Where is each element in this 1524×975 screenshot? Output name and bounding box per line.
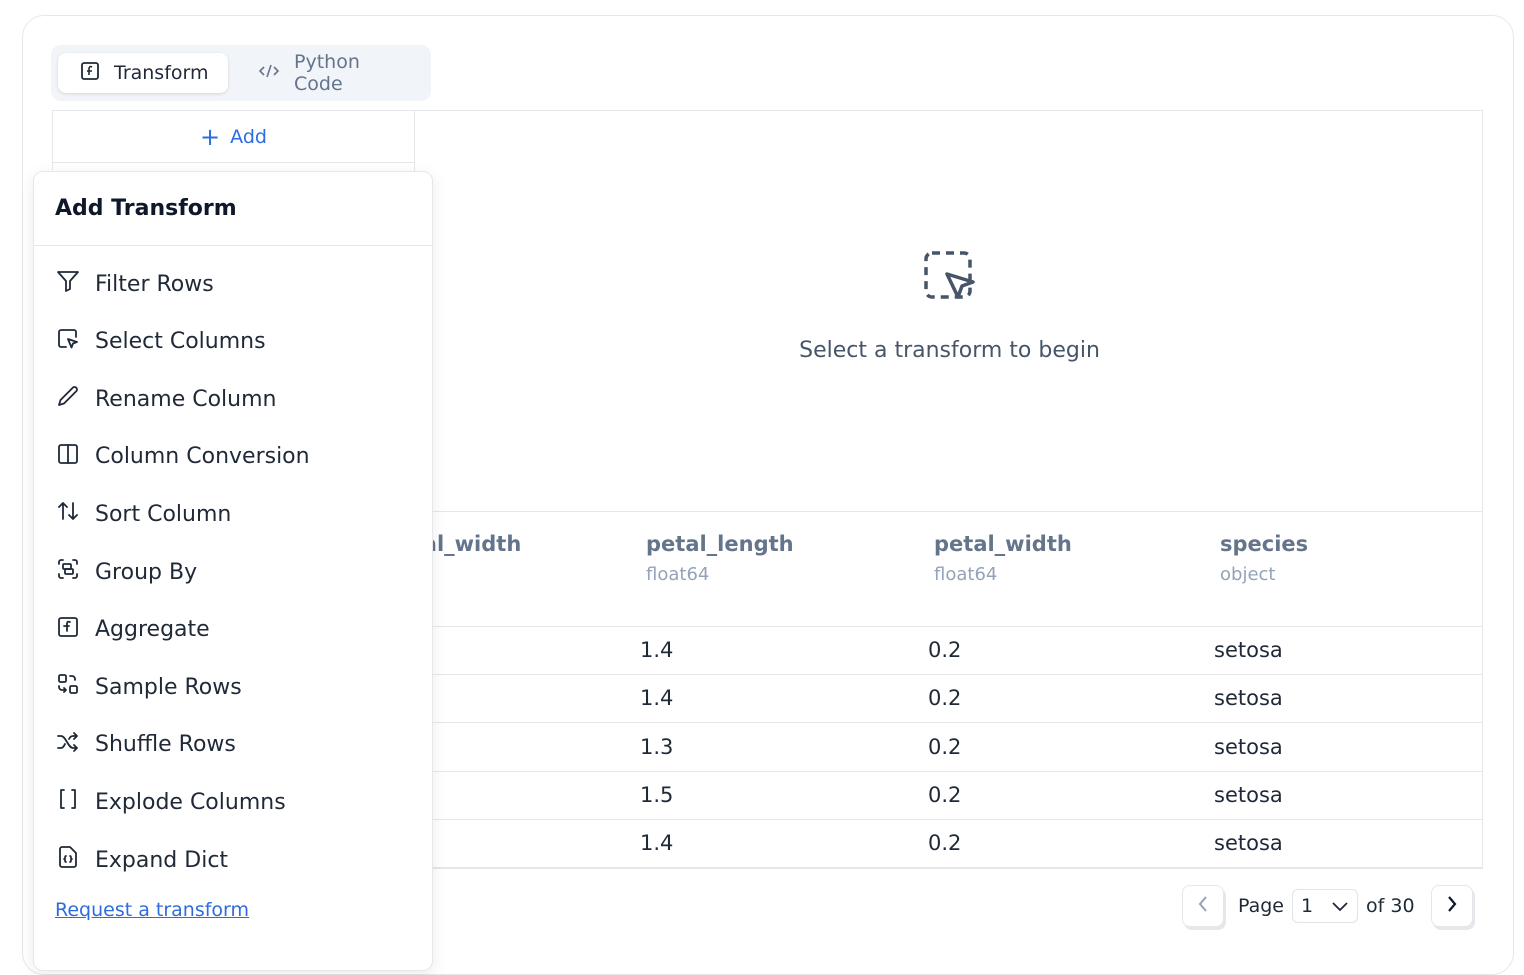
option-label: Expand Dict <box>95 847 229 873</box>
option-label: Rename Column <box>95 386 277 412</box>
option-label: Explode Columns <box>95 789 286 815</box>
function-square-icon <box>55 614 81 646</box>
column-header[interactable]: petal_width float64 <box>934 532 1072 585</box>
transform-option-aggregate[interactable]: Aggregate <box>55 610 210 650</box>
tab-label: Transform <box>114 62 209 84</box>
option-label: Aggregate <box>95 617 210 643</box>
add-label: Add <box>230 125 267 148</box>
column-type: float64 <box>646 564 710 585</box>
column-name: species <box>1220 532 1309 556</box>
option-label: Sample Rows <box>95 674 242 700</box>
table-cell: 0.2 <box>928 734 962 759</box>
group-icon <box>55 556 81 588</box>
code-icon <box>258 61 280 86</box>
tab-transform[interactable]: Transform <box>58 53 228 93</box>
table-cell: 1.3 <box>640 734 674 759</box>
sort-arrows-icon <box>55 498 81 530</box>
page-select[interactable]: 1 <box>1292 889 1358 923</box>
option-label: Group By <box>95 559 198 585</box>
column-type: float64 <box>934 564 998 585</box>
table-cell: 0.2 <box>928 782 962 807</box>
popup-title: Add Transform <box>55 196 237 221</box>
table-row: 1.5 0.2 setosa <box>415 772 1482 820</box>
chevron-down-icon <box>1331 895 1349 917</box>
tab-label: Python Code <box>294 51 360 95</box>
table-cell: setosa <box>1214 638 1283 662</box>
transform-option-sample-rows[interactable]: Sample Rows <box>55 667 242 707</box>
preview-panel: Select a transform to begin sepal_width … <box>381 110 1483 869</box>
transform-option-filter-rows[interactable]: Filter Rows <box>55 264 214 304</box>
option-label: Sort Column <box>95 501 232 527</box>
table-cell: setosa <box>1214 686 1283 711</box>
prev-page-button[interactable] <box>1182 885 1224 927</box>
tab-bar: Transform Python Code <box>51 45 431 101</box>
plus-icon: + <box>200 122 221 151</box>
table-cell: 1.5 <box>640 782 674 807</box>
request-transform-link[interactable]: Request a transform <box>55 899 250 921</box>
sample-icon <box>55 671 81 703</box>
add-transform-popup: Add Transform Filter Rows Select Columns R… <box>33 171 433 971</box>
tab-python-code[interactable]: Python Code <box>236 51 431 95</box>
option-label: Filter Rows <box>95 271 214 297</box>
transform-option-column-conversion[interactable]: Column Conversion <box>55 437 310 477</box>
table-row: 1.4 0.2 setosa <box>415 675 1482 724</box>
table-cell: setosa <box>1214 782 1283 807</box>
column-name: petal_length <box>646 532 794 556</box>
transform-option-explode-columns[interactable]: Explode Columns <box>55 782 286 822</box>
option-label: Select Columns <box>95 329 266 355</box>
brackets-icon <box>55 786 81 818</box>
column-header[interactable]: species object <box>1220 532 1308 585</box>
chevron-right-icon <box>1445 895 1459 918</box>
next-page-button[interactable] <box>1430 885 1473 927</box>
transform-option-rename-column[interactable]: Rename Column <box>55 379 276 419</box>
table-cell: 1.4 <box>640 686 674 711</box>
transform-option-select-columns[interactable]: Select Columns <box>55 322 266 362</box>
transform-list-panel: + Add <box>52 110 415 170</box>
page-select-value: 1 <box>1301 895 1314 917</box>
transform-option-sort-column[interactable]: Sort Column <box>55 494 231 534</box>
function-square-icon <box>80 61 100 86</box>
transform-option-expand-dict[interactable]: Expand Dict <box>55 840 228 880</box>
option-label: Shuffle Rows <box>95 732 236 758</box>
table-row: 1.4 0.2 setosa <box>415 820 1482 869</box>
table-row: 1.3 0.2 setosa <box>415 724 1482 772</box>
table-cell: setosa <box>1214 831 1283 856</box>
table-cell: 1.4 <box>640 831 674 856</box>
dashed-select-pointer-icon <box>923 250 977 308</box>
option-label: Column Conversion <box>95 444 310 470</box>
table-row: 1.4 0.2 setosa <box>415 627 1482 675</box>
select-pointer-icon <box>55 326 81 358</box>
page-count: of 30 <box>1366 895 1415 917</box>
empty-state-text: Select a transform to begin <box>799 338 1100 363</box>
table-cell: setosa <box>1214 734 1283 759</box>
transform-option-group-by[interactable]: Group By <box>55 552 197 592</box>
shuffle-icon <box>55 729 81 761</box>
table-cell: 0.2 <box>928 638 962 662</box>
column-name: petal_width <box>934 532 1072 556</box>
transform-option-shuffle-rows[interactable]: Shuffle Rows <box>55 725 236 765</box>
page-label: Page <box>1238 895 1284 917</box>
table-cell: 1.4 <box>640 638 674 662</box>
pagination: Page 1 of 30 <box>1182 885 1473 927</box>
chevron-left-icon <box>1196 895 1210 918</box>
pencil-icon <box>55 383 81 415</box>
columns-icon <box>55 441 81 473</box>
table-cell: 0.2 <box>928 831 962 856</box>
filter-icon <box>55 268 81 300</box>
add-transform-button[interactable]: + Add <box>53 111 414 163</box>
divider <box>34 245 432 246</box>
file-braces-icon <box>55 844 81 876</box>
table-header: sepal_width petal_length float64 petal_wi… <box>381 511 1482 627</box>
column-type: object <box>1220 564 1276 585</box>
column-header[interactable]: petal_length float64 <box>646 532 794 585</box>
table-cell: 0.2 <box>928 686 962 711</box>
